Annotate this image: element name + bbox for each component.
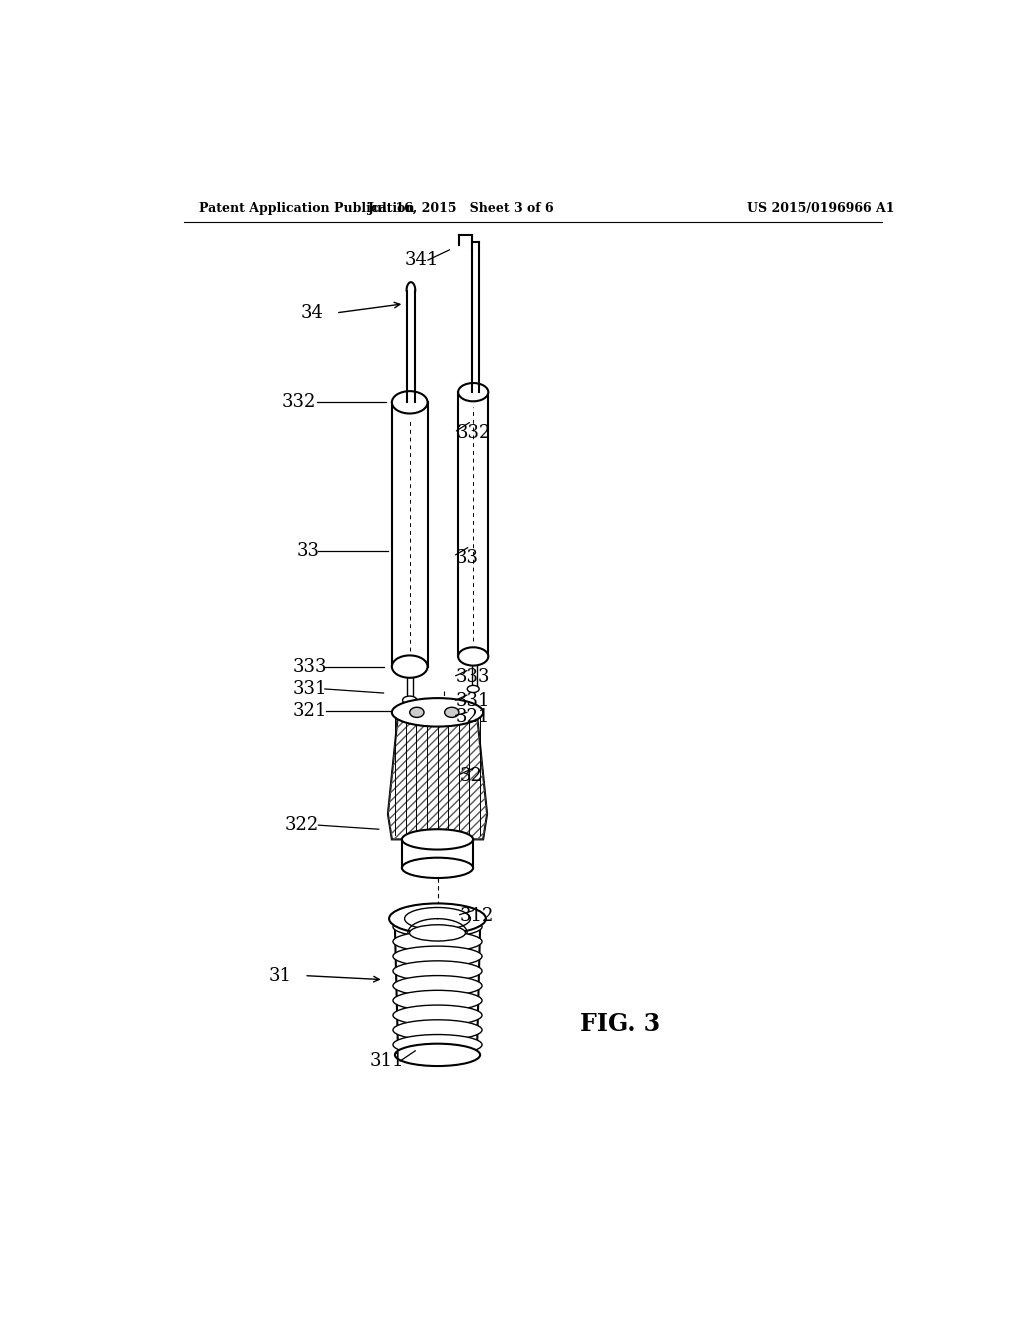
Text: 311: 311 bbox=[370, 1052, 404, 1071]
Ellipse shape bbox=[393, 1005, 482, 1026]
Ellipse shape bbox=[395, 1044, 480, 1067]
Text: 31: 31 bbox=[268, 966, 292, 985]
Text: 321: 321 bbox=[456, 709, 490, 726]
Ellipse shape bbox=[410, 708, 424, 718]
Ellipse shape bbox=[392, 656, 428, 677]
Ellipse shape bbox=[458, 647, 488, 665]
Ellipse shape bbox=[393, 961, 482, 981]
Ellipse shape bbox=[393, 916, 482, 937]
Ellipse shape bbox=[393, 975, 482, 995]
Text: 331: 331 bbox=[456, 692, 490, 710]
Text: Patent Application Publication: Patent Application Publication bbox=[200, 202, 415, 215]
Ellipse shape bbox=[401, 829, 473, 850]
Text: 321: 321 bbox=[293, 702, 328, 721]
Ellipse shape bbox=[402, 696, 417, 704]
Ellipse shape bbox=[393, 990, 482, 1011]
Ellipse shape bbox=[393, 932, 482, 952]
Text: 332: 332 bbox=[457, 424, 490, 442]
Ellipse shape bbox=[392, 391, 428, 413]
Text: 333: 333 bbox=[456, 668, 490, 686]
Polygon shape bbox=[388, 713, 487, 840]
Text: 33: 33 bbox=[456, 549, 479, 566]
Ellipse shape bbox=[404, 907, 470, 929]
Text: 312: 312 bbox=[460, 907, 495, 924]
Text: Jul. 16, 2015   Sheet 3 of 6: Jul. 16, 2015 Sheet 3 of 6 bbox=[368, 202, 555, 215]
Ellipse shape bbox=[393, 1020, 482, 1040]
Ellipse shape bbox=[401, 858, 473, 878]
Ellipse shape bbox=[444, 708, 459, 718]
Text: 341: 341 bbox=[404, 251, 438, 269]
Text: 333: 333 bbox=[293, 657, 328, 676]
Ellipse shape bbox=[392, 698, 483, 726]
Text: US 2015/0196966 A1: US 2015/0196966 A1 bbox=[748, 202, 895, 215]
Ellipse shape bbox=[389, 903, 486, 935]
Ellipse shape bbox=[410, 925, 466, 941]
Text: 322: 322 bbox=[285, 816, 318, 834]
Text: FIG. 3: FIG. 3 bbox=[580, 1012, 660, 1036]
Text: 331: 331 bbox=[293, 680, 328, 698]
Text: 33: 33 bbox=[296, 541, 319, 560]
Ellipse shape bbox=[458, 383, 488, 401]
Text: 332: 332 bbox=[282, 393, 316, 412]
Text: 32: 32 bbox=[460, 767, 482, 785]
Ellipse shape bbox=[393, 1035, 482, 1055]
Ellipse shape bbox=[467, 685, 479, 693]
Ellipse shape bbox=[393, 946, 482, 966]
Text: 34: 34 bbox=[300, 304, 324, 322]
